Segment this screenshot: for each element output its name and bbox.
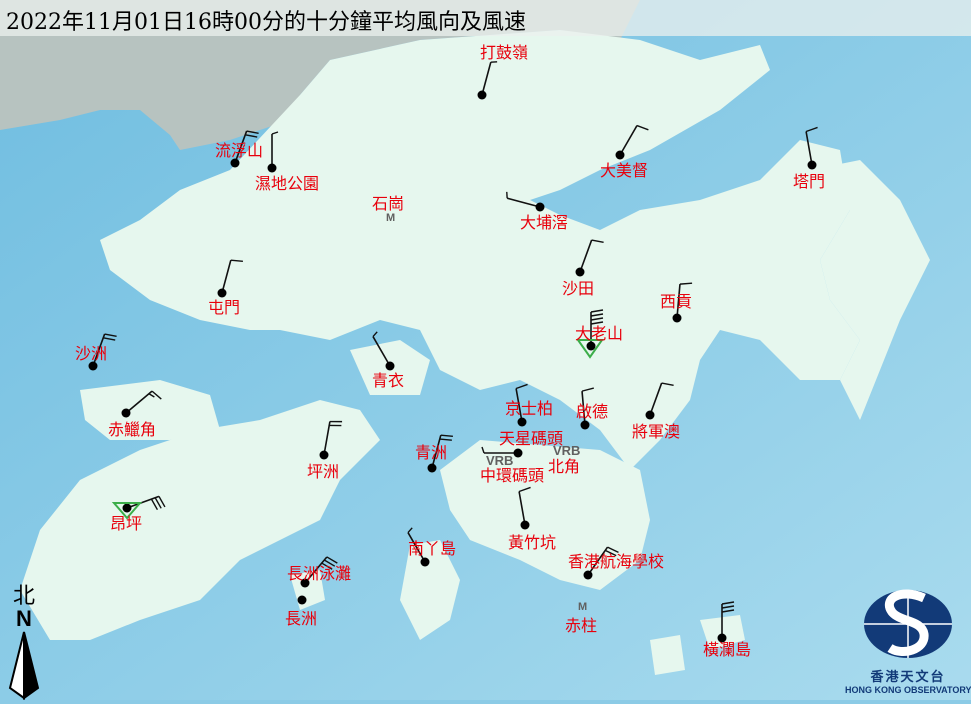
station-label[interactable]: 南丫島 [408,540,456,558]
station-label[interactable]: 大老山 [575,325,623,343]
station-dot[interactable] [514,449,523,458]
station-label[interactable]: 西貢 [660,293,692,311]
station-dot[interactable] [616,151,625,160]
station-label[interactable]: 沙田 [562,280,594,298]
station-dot[interactable] [808,161,817,170]
station-dot[interactable] [268,164,277,173]
station-label[interactable]: 大埔滘 [520,214,568,232]
vrb-label: VRB [553,443,580,458]
station-label[interactable]: 長洲泳灘 [287,565,351,583]
station-dot[interactable] [320,451,329,460]
station-dot[interactable] [122,409,131,418]
station-dot[interactable] [576,268,585,277]
page-title: 2022年11月01日16時00分的十分鐘平均風向及風速 [6,4,526,36]
station-label[interactable]: 啟德 [576,403,608,421]
station-dot[interactable] [536,203,545,212]
station-label[interactable]: 青洲 [415,444,447,462]
station-label[interactable]: 塔門 [793,173,825,191]
station-dot[interactable] [386,362,395,371]
north-label-en: N [4,608,44,630]
station-dot[interactable] [421,558,430,567]
station-dot[interactable] [646,411,655,420]
station-label[interactable]: 香港航海學校 [568,553,664,571]
logo-text-cn: 香港天文台 [845,666,971,685]
station-label[interactable]: 青衣 [372,372,404,390]
station-label[interactable]: 昂坪 [110,515,142,533]
station-dot[interactable] [581,421,590,430]
land-po-toi [650,635,685,675]
m-marker: M [578,601,587,613]
station-label[interactable]: 沙洲 [75,345,107,363]
station-dot[interactable] [521,521,530,530]
station-label[interactable]: 長洲 [285,610,317,628]
title-bar: 2022年11月01日16時00分的十分鐘平均風向及風速 [0,0,971,36]
station-dot[interactable] [123,504,132,513]
station-dot[interactable] [673,314,682,323]
station-label[interactable]: 中環碼頭 [480,467,544,485]
station-label[interactable]: 京士柏 [505,400,553,418]
station-dot[interactable] [478,91,487,100]
m-marker: M [386,212,395,224]
station-label[interactable]: 屯門 [208,299,240,317]
station-label[interactable]: 橫瀾島 [703,641,751,659]
north-arrow-icon [4,630,44,700]
north-arrow: 北 N [4,586,44,704]
station-label[interactable]: 流浮山 [215,142,263,160]
hko-emblem-icon [862,588,954,660]
station-dot[interactable] [584,571,593,580]
station-label[interactable]: 黃竹坑 [508,534,556,552]
station-dot[interactable] [218,289,227,298]
station-label[interactable]: 坪洲 [307,463,339,481]
station-label[interactable]: 將軍澳 [632,423,680,441]
station-dot[interactable] [298,596,307,605]
station-label[interactable]: 濕地公園 [255,175,319,193]
station-label[interactable]: 赤柱 [565,617,597,635]
station-dot[interactable] [518,418,527,427]
station-label[interactable]: 打鼓嶺 [480,44,528,62]
station-label[interactable]: 北角 [548,458,580,476]
station-dot[interactable] [428,464,437,473]
station-label[interactable]: 石崗 [372,195,404,213]
wind-barb-feather [680,283,692,284]
hko-logo[interactable]: 香港天文台 HONG KONG OBSERVATORY [845,588,971,695]
station-label[interactable]: 赤鱲角 [108,421,156,439]
station-label[interactable]: 大美督 [600,162,648,180]
logo-text-en: HONG KONG OBSERVATORY [845,685,971,695]
north-label-cn: 北 [4,586,44,608]
